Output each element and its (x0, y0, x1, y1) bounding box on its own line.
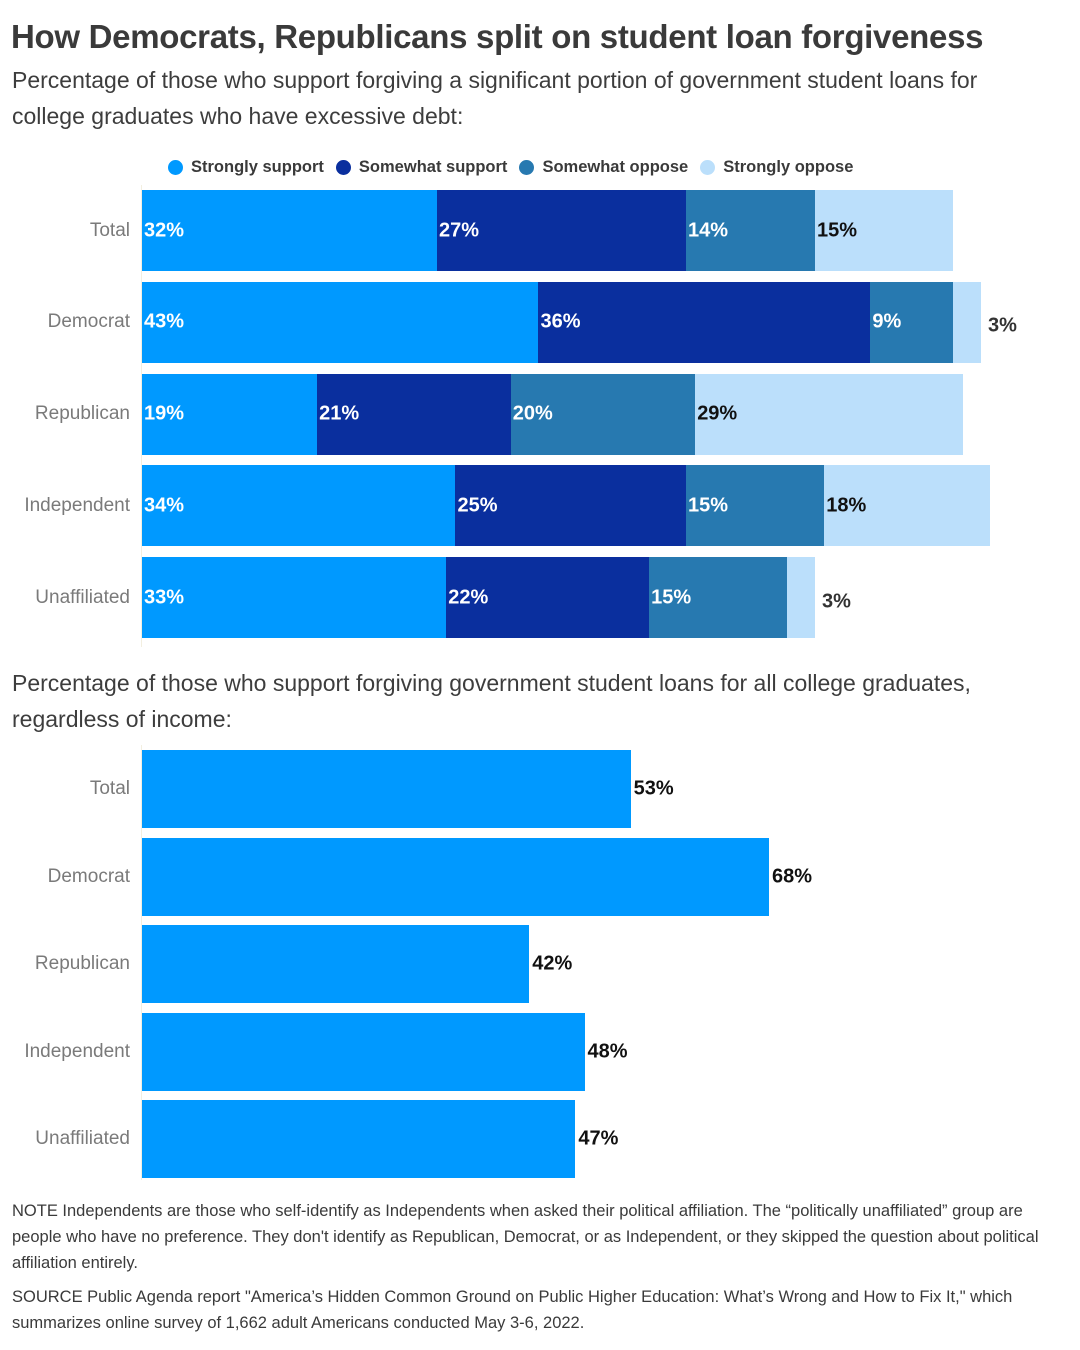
bar-segment-independent-somewhat-oppose (685, 465, 825, 547)
bar-segment-democrat-somewhat-support (538, 281, 871, 363)
bar-segment-republican-somewhat-oppose (510, 373, 696, 455)
data-label: 32% (144, 219, 185, 241)
data-label: 36% (540, 310, 581, 333)
legend-swatch-somewhat-support (335, 160, 351, 175)
data-label: 19% (144, 402, 185, 425)
chart-2-subtitle: Percentage of those who support forgivin… (12, 670, 971, 732)
data-label: 53% (633, 777, 674, 800)
bar-segment-independent-strongly-oppose (824, 465, 991, 547)
legend-item-somewhat-support: Somewhat support (335, 158, 508, 177)
data-label: 15% (651, 586, 692, 609)
bar-segment-republican-strongly-oppose (695, 373, 963, 455)
legend-item-somewhat-oppose: Somewhat oppose (519, 158, 688, 177)
bar-republican (142, 925, 530, 1003)
data-label: 33% (144, 586, 185, 609)
data-label: 21% (319, 402, 360, 425)
data-label: 29% (697, 402, 738, 425)
bar-segment-independent-somewhat-support (455, 465, 686, 547)
category-label-democrat: Democrat (47, 311, 130, 333)
category-label-total: Total (89, 219, 130, 241)
bar-unaffiliated (142, 1100, 576, 1178)
category-label-republican: Republican (34, 953, 130, 974)
source-text: SOURCE Public Agenda report "America’s H… (12, 1288, 1013, 1332)
chart-title: How Democrats, Republicans split on stud… (11, 18, 984, 55)
bar-segment-republican-somewhat-support (317, 373, 511, 455)
category-label-republican: Republican (34, 403, 130, 425)
bar-segment-total-somewhat-oppose (685, 190, 816, 271)
legend: Strongly support Somewhat support Somewhat… (168, 158, 853, 177)
data-label: 68% (771, 865, 812, 887)
bar-segment-republican-strongly-support (142, 373, 318, 455)
legend-label: Strongly support (191, 158, 324, 176)
data-label: 25% (457, 494, 498, 517)
legend-item-strongly-support: Strongly support (168, 158, 324, 177)
bar-democrat (142, 837, 769, 916)
legend-label: Somewhat oppose (542, 158, 689, 176)
data-label: 9% (872, 310, 902, 333)
data-label: 18% (826, 494, 867, 517)
bar-segment-democrat-strongly-oppose (953, 281, 982, 363)
bar-segment-total-strongly-oppose (815, 190, 954, 271)
chart-1-subtitle: Percentage of those who support forgivin… (12, 67, 978, 129)
legend-swatch-somewhat-oppose (519, 160, 535, 175)
data-label: 42% (532, 952, 573, 975)
note-text: NOTE Independents are those who self-ide… (12, 1202, 1039, 1272)
data-label: 48% (587, 1040, 628, 1062)
data-label: 14% (687, 219, 728, 241)
legend-swatch-strongly-support (168, 160, 183, 175)
legend-item-strongly-oppose: Strongly oppose (700, 158, 853, 177)
bar-segment-unaffiliated-somewhat-oppose (649, 557, 788, 639)
bar-segment-unaffiliated-strongly-oppose (787, 557, 816, 639)
bar-independent (142, 1012, 585, 1091)
category-label-independent: Independent (24, 1040, 130, 1062)
bar-total (142, 750, 631, 828)
category-label-democrat: Democrat (47, 865, 130, 887)
data-label: 20% (512, 402, 553, 425)
data-label: 15% (687, 494, 728, 517)
data-label: 22% (448, 586, 489, 609)
bar-segment-unaffiliated-strongly-support (142, 557, 447, 639)
bar-segment-democrat-somewhat-oppose (870, 281, 954, 363)
bar-segment-total-strongly-support (142, 190, 438, 271)
category-label-unaffiliated: Unaffiliated (35, 1128, 130, 1149)
legend-label: Somewhat support (358, 158, 508, 176)
legend-label: Strongly oppose (723, 158, 854, 176)
bar-segment-independent-strongly-support (142, 465, 456, 547)
data-label: 15% (817, 219, 858, 241)
data-label: 3% (822, 590, 851, 613)
bar-segment-total-somewhat-support (437, 190, 686, 271)
data-label: 27% (439, 219, 480, 241)
y-axis-line (141, 185, 142, 647)
category-label-total: Total (89, 778, 130, 799)
data-label: 34% (144, 494, 185, 517)
data-label: 3% (988, 314, 1017, 337)
y-axis-line (141, 745, 142, 1180)
category-label-independent: Independent (24, 494, 130, 516)
data-label: 47% (578, 1127, 619, 1150)
data-label: 43% (144, 310, 185, 333)
bar-segment-democrat-strongly-support (142, 281, 539, 363)
category-label-unaffiliated: Unaffiliated (35, 586, 130, 608)
legend-swatch-strongly-oppose (700, 160, 716, 175)
bar-segment-unaffiliated-somewhat-support (446, 557, 650, 639)
